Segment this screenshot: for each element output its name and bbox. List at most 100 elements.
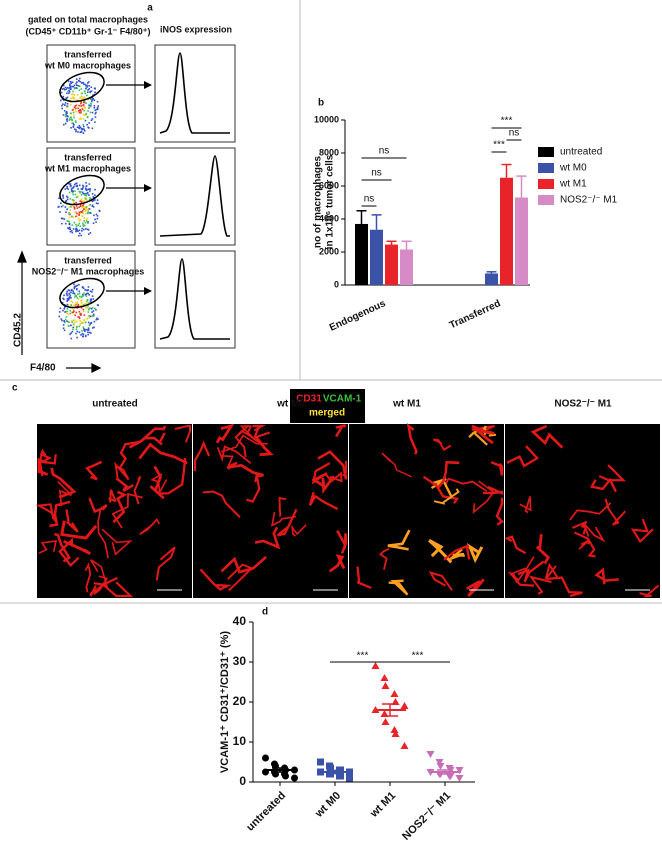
flow-event <box>70 297 72 299</box>
flow-event <box>78 317 81 320</box>
flow-event <box>82 326 85 329</box>
vessel <box>255 437 274 457</box>
flow-event <box>64 104 66 107</box>
flow-event <box>75 185 78 188</box>
vessel <box>483 485 504 496</box>
flow-event <box>91 193 94 195</box>
flow-event <box>67 321 69 323</box>
flow-event <box>82 206 84 209</box>
vessel <box>428 539 453 564</box>
vessel <box>220 555 267 574</box>
flow-event <box>78 104 80 107</box>
flow-event <box>82 329 85 331</box>
flow-event <box>74 321 76 323</box>
vessel <box>437 460 460 489</box>
point <box>400 702 409 709</box>
flow-event <box>91 118 94 120</box>
vessel <box>308 491 339 511</box>
axis-arrows <box>17 250 102 373</box>
flow-event <box>72 111 75 114</box>
significance-label: *** <box>357 651 369 662</box>
flow-event <box>90 103 93 105</box>
flow-event <box>68 289 71 292</box>
flow-event <box>83 109 85 112</box>
flow-event <box>98 209 101 212</box>
vessel <box>138 442 188 465</box>
flow-event <box>66 195 68 198</box>
flow-event <box>69 296 71 298</box>
flow-event <box>82 103 85 106</box>
flow-event <box>71 301 74 304</box>
flow-event <box>76 303 79 305</box>
vessel <box>433 488 460 505</box>
flow-event <box>93 105 96 107</box>
vessel <box>328 554 346 573</box>
flow-event <box>62 324 65 326</box>
panel-label: b <box>318 98 324 109</box>
flow-event <box>62 99 65 101</box>
flow-event <box>75 228 78 230</box>
vessel <box>630 518 654 544</box>
flow-event <box>66 294 69 297</box>
flow-event <box>65 211 67 213</box>
flow-event <box>81 302 83 304</box>
vessel <box>422 475 460 504</box>
flow-event <box>93 107 96 109</box>
flow-event <box>59 307 62 310</box>
vessel <box>311 462 331 485</box>
flow-event <box>85 295 88 298</box>
flow-event <box>86 300 88 302</box>
flow-event <box>83 319 86 322</box>
flow-event <box>85 112 88 115</box>
flow-event <box>74 108 77 111</box>
flow-event <box>94 116 97 118</box>
vessel <box>387 529 411 551</box>
flow-event <box>90 299 92 301</box>
point <box>381 682 390 689</box>
flow-event <box>78 213 80 216</box>
flow-event <box>91 306 94 309</box>
flow-event <box>78 85 81 88</box>
flow-event <box>64 318 67 321</box>
column-label: wt M1 <box>392 399 421 410</box>
flow-event <box>59 99 62 102</box>
flow-event <box>64 122 67 125</box>
flow-event <box>88 324 91 326</box>
flow-event <box>71 215 73 218</box>
flow-event <box>87 308 90 311</box>
flow-event <box>85 187 87 190</box>
flow-event <box>66 96 69 99</box>
flow-event <box>69 118 71 120</box>
flow-event <box>70 190 73 192</box>
flow-event <box>66 320 68 322</box>
vessel <box>428 571 453 591</box>
flow-event <box>90 86 93 89</box>
flow-event <box>72 290 74 293</box>
point <box>291 774 298 782</box>
flow-event <box>60 202 62 205</box>
point <box>390 726 399 733</box>
flow-event <box>71 288 73 291</box>
flow-event <box>68 321 70 323</box>
y-tick-label: 10 <box>233 734 247 748</box>
histogram <box>154 147 236 246</box>
flow-event <box>58 315 61 318</box>
x-tick-label: untreated <box>244 790 288 834</box>
flow-event <box>81 215 84 218</box>
flow-event <box>80 95 82 98</box>
flow-event <box>76 288 78 291</box>
flow-event <box>84 294 87 296</box>
flow-event <box>73 116 76 119</box>
flow-event <box>69 294 72 297</box>
flow-event <box>67 188 70 190</box>
vessel <box>65 509 79 533</box>
gate-title: gated on total macrophages <box>28 14 148 24</box>
flow-event <box>78 190 80 193</box>
flow-event <box>94 112 97 115</box>
flow-event <box>74 285 76 288</box>
flow-event <box>71 122 73 124</box>
flow-event <box>71 311 74 314</box>
flow-event <box>87 229 90 231</box>
flow-event <box>64 222 67 225</box>
